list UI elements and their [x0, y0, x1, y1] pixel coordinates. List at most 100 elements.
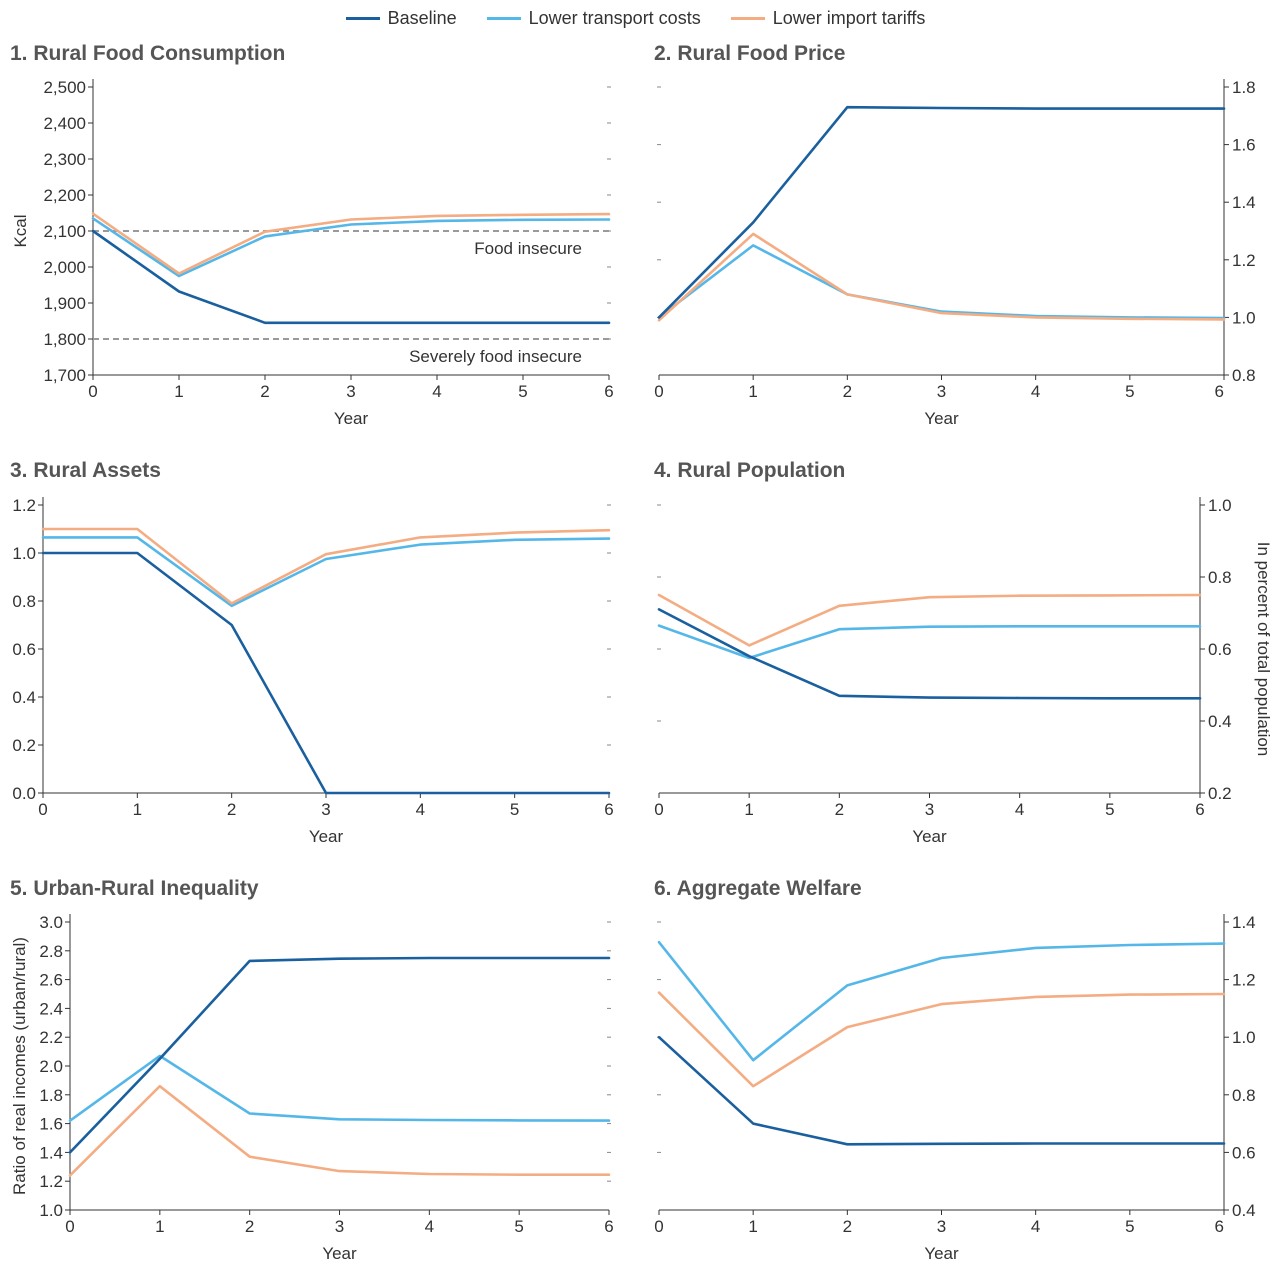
chart-6-ytick-label: 0.4 — [1232, 1201, 1256, 1220]
chart-2: 2. Rural Food Price 0.8 1.0 1.2 1.4 1.6 1.8 0 1 2… — [654, 42, 1256, 428]
chart-2-ytick-label: 1.8 — [1232, 78, 1256, 97]
chart-4-title: 4. Rural Population — [654, 459, 845, 482]
chart-3-ytick-label: 1.2 — [12, 496, 36, 515]
chart-1-series-lower-transport-costs — [91, 217, 611, 278]
chart-5-ytick-label: 1.2 — [39, 1172, 63, 1191]
chart-5-xtick-label: 2 — [245, 1217, 254, 1236]
chart-5-xtick-label: 5 — [514, 1217, 523, 1236]
chart-3-ytick-label: 0.4 — [12, 688, 36, 707]
legend-label-lower-import-tariffs: Lower import tariffs — [772, 7, 926, 28]
chart-6-series-lower-transport-costs — [657, 940, 1226, 1062]
chart-2-ytick-label: 1.4 — [1232, 193, 1256, 212]
chart-3-xtick-label: 2 — [227, 800, 236, 819]
chart-2-xtick-label: 6 — [1215, 382, 1224, 401]
chart-5-xtick-label: 1 — [155, 1217, 164, 1236]
chart-3-title: 3. Rural Assets — [10, 459, 161, 482]
chart-6-xtick-label: 0 — [654, 1217, 663, 1236]
chart-4-series-lower-import-tariffs — [657, 593, 1202, 647]
chart-5-xlabel: Year — [322, 1244, 357, 1263]
chart-5-xtick-label: 3 — [335, 1217, 344, 1236]
chart-2-ytick-label: 1.6 — [1232, 136, 1256, 155]
chart-1-series-baseline — [91, 229, 611, 325]
chart-3-xtick-label: 4 — [416, 800, 425, 819]
chart-1-title: 1. Rural Food Consumption — [10, 42, 285, 65]
chart-6-title: 6. Aggregate Welfare — [654, 877, 862, 900]
chart-3-ytick-label: 0.8 — [12, 592, 36, 611]
chart-1-ytick-label: 1,800 — [43, 330, 86, 349]
chart-1-ytick-label: 2,000 — [43, 258, 86, 277]
chart-1-ytick-label: 1,700 — [43, 366, 86, 385]
chart-1-xtick-label: 5 — [518, 382, 527, 401]
chart-2-series-lower-transport-costs — [657, 244, 1226, 320]
chart-5-series-lower-transport-costs — [68, 1054, 611, 1122]
chart-2-series-lower-import-tariffs — [657, 232, 1226, 322]
chart-1-ytick-label: 2,500 — [43, 78, 86, 97]
chart-6-ytick-label: 1.0 — [1232, 1028, 1256, 1047]
chart-1-ref-label-severely-food-insecure: Severely food insecure — [409, 347, 582, 366]
chart-4-ytick-label: 1.0 — [1208, 496, 1232, 515]
chart-5-xtick-label: 0 — [65, 1217, 74, 1236]
chart-5-ytick-label: 1.0 — [39, 1201, 63, 1220]
chart-1: 1. Rural Food Consumption 1,700 1,800 1,900… — [10, 42, 614, 428]
chart-5-title: 5. Urban-Rural Inequality — [10, 877, 259, 900]
chart-5-series-lower-import-tariffs — [68, 1084, 611, 1177]
chart-6-ytick-label: 1.4 — [1232, 913, 1256, 932]
chart-5-ytick-label: 1.4 — [39, 1143, 63, 1162]
legend: Baseline Lower transport costs Lower imp… — [0, 5, 1271, 31]
chart-5-ylabel: Ratio of real incomes (urban/rural) — [10, 937, 29, 1195]
chart-4-series-baseline — [657, 608, 1202, 700]
chart-4-ytick-label: 0.8 — [1208, 568, 1232, 587]
chart-6-xlabel: Year — [924, 1244, 959, 1263]
chart-2-xtick-label: 4 — [1031, 382, 1040, 401]
chart-4-ylabel: In percent of total population — [1254, 542, 1271, 757]
chart-6-ytick-label: 1.2 — [1232, 971, 1256, 990]
chart-4-xtick-label: 4 — [1015, 800, 1024, 819]
chart-3-ytick-label: 1.0 — [12, 544, 36, 563]
legend-label-baseline: Baseline — [387, 7, 457, 28]
chart-4-ytick-label: 0.2 — [1208, 784, 1232, 803]
chart-3-series-lower-import-tariffs — [41, 527, 611, 605]
chart-2-series-baseline — [657, 105, 1226, 319]
chart-5-ytick-label: 3.0 — [39, 913, 63, 932]
chart-1-ytick-label: 2,200 — [43, 186, 86, 205]
chart-6-series-baseline — [657, 1035, 1226, 1146]
chart-2-xtick-label: 2 — [843, 382, 852, 401]
chart-1-xtick-label: 2 — [260, 382, 269, 401]
chart-1-xtick-label: 3 — [346, 382, 355, 401]
chart-3-ytick-label: 0.6 — [12, 640, 36, 659]
chart-1-ytick-label: 2,400 — [43, 114, 86, 133]
chart-6-ytick-label: 0.8 — [1232, 1086, 1256, 1105]
chart-6-series-lower-import-tariffs — [657, 991, 1226, 1088]
chart-2-xtick-label: 3 — [937, 382, 946, 401]
chart-4-ytick-label: 0.6 — [1208, 640, 1232, 659]
chart-5-ytick-label: 2.6 — [39, 971, 63, 990]
legend-label-lower-transport-costs: Lower transport costs — [528, 7, 701, 28]
chart-1-ytick-label: 2,300 — [43, 150, 86, 169]
chart-3-ytick-label: 0.0 — [12, 784, 36, 803]
chart-4-xlabel: Year — [912, 827, 947, 846]
chart-1-xtick-label: 1 — [174, 382, 183, 401]
chart-6-xtick-label: 6 — [1215, 1217, 1224, 1236]
chart-4: 4. Rural Population 0.2 0.4 0.6 0.8 1.0 0 1 2 3 4 5… — [654, 459, 1271, 846]
chart-6-xtick-label: 5 — [1125, 1217, 1134, 1236]
chart-5-xtick-label: 4 — [425, 1217, 434, 1236]
chart-1-series-lower-import-tariffs — [91, 212, 611, 275]
legend-item-baseline: Baseline — [345, 7, 457, 29]
chart-4-xtick-label: 5 — [1105, 800, 1114, 819]
chart-1-ytick-label: 2,100 — [43, 222, 86, 241]
chart-5-ytick-label: 2.2 — [39, 1028, 63, 1047]
chart-3-xtick-label: 3 — [321, 800, 330, 819]
chart-3-xtick-label: 6 — [604, 800, 613, 819]
chart-1-xtick-label: 0 — [88, 382, 97, 401]
legend-swatch-lower-import-tariffs — [730, 16, 765, 20]
legend-item-lower-transport-costs: Lower transport costs — [486, 7, 701, 29]
chart-4-xtick-label: 2 — [835, 800, 844, 819]
chart-3-xlabel: Year — [309, 827, 344, 846]
chart-5-ytick-label: 2.0 — [39, 1057, 63, 1076]
chart-3: 3. Rural Assets 0.0 0.2 0.4 0.6 0.8 1.0 1.2 0 1 2 3… — [10, 459, 614, 846]
chart-1-xlabel: Year — [334, 409, 369, 428]
chart-1-xtick-label: 6 — [604, 382, 613, 401]
chart-4-xtick-label: 0 — [654, 800, 663, 819]
chart-5-ytick-label: 1.6 — [39, 1115, 63, 1134]
